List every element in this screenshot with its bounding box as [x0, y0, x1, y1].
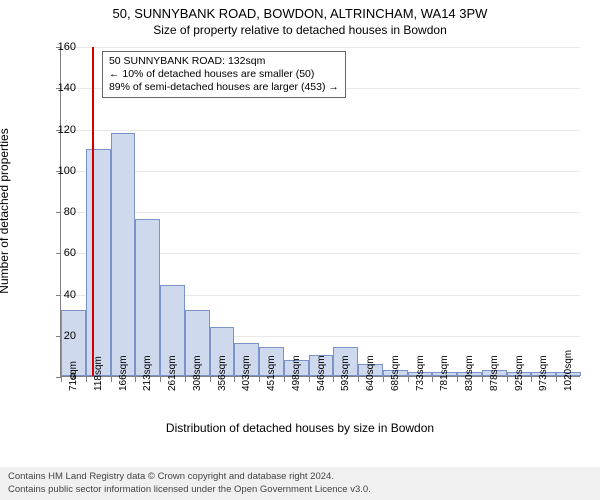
page-subtitle: Size of property relative to detached ho…	[0, 21, 600, 41]
attribution-footer: Contains HM Land Registry data © Crown c…	[0, 467, 600, 500]
x-tick-label: 973sqm	[538, 381, 549, 391]
x-tick-label: 498sqm	[291, 381, 302, 391]
x-tick-label: 685sqm	[390, 381, 401, 391]
x-tick-label: 403sqm	[241, 381, 252, 391]
y-tick-label: 80	[46, 206, 76, 218]
x-tick-label: 781sqm	[439, 381, 450, 391]
y-tick-label: 120	[46, 124, 76, 136]
x-tick-label: 593sqm	[340, 381, 351, 391]
y-tick-label: 40	[46, 289, 76, 301]
x-tick-label: 878sqm	[489, 381, 500, 391]
y-tick-label: 20	[46, 330, 76, 342]
plot-area: 50 SUNNYBANK ROAD: 132sqm ← 10% of detac…	[60, 47, 580, 377]
x-tick-label: 118sqm	[93, 381, 104, 391]
y-axis-label: Number of detached properties	[0, 128, 11, 293]
page-title: 50, SUNNYBANK ROAD, BOWDON, ALTRINCHAM, …	[0, 0, 600, 21]
histogram-chart: Number of detached properties 50 SUNNYBA…	[0, 41, 600, 441]
x-tick-label: 640sqm	[365, 381, 376, 391]
reference-line	[92, 47, 94, 376]
annotation-line-2: ← 10% of detached houses are smaller (50…	[109, 68, 339, 81]
annotation-line-3: 89% of semi-detached houses are larger (…	[109, 81, 339, 94]
x-tick-label: 830sqm	[464, 381, 475, 391]
y-tick-label: 100	[46, 165, 76, 177]
x-tick-label: 166sqm	[118, 381, 129, 391]
footer-line-1: Contains HM Land Registry data © Crown c…	[8, 471, 592, 483]
x-axis-label: Distribution of detached houses by size …	[0, 421, 600, 435]
histogram-bar	[111, 133, 136, 376]
x-tick-label: 213sqm	[142, 381, 153, 391]
annotation-box: 50 SUNNYBANK ROAD: 132sqm ← 10% of detac…	[102, 51, 346, 98]
x-tick-label: 356sqm	[217, 381, 228, 391]
histogram-bar	[86, 149, 111, 376]
x-tick-label: 261sqm	[167, 381, 178, 391]
y-tick-label: 160	[46, 41, 76, 53]
footer-line-2: Contains public sector information licen…	[8, 484, 592, 496]
x-tick-label: 308sqm	[192, 381, 203, 391]
y-tick-label: 140	[46, 82, 76, 94]
x-tick-label: 451sqm	[266, 381, 277, 391]
y-tick-label: 60	[46, 247, 76, 259]
x-tick-label: 546sqm	[316, 381, 327, 391]
x-tick-label: 71sqm	[68, 381, 79, 391]
histogram-bar	[135, 219, 160, 376]
x-tick-label: 733sqm	[415, 381, 426, 391]
annotation-line-1: 50 SUNNYBANK ROAD: 132sqm	[109, 55, 339, 68]
x-tick-label: 1020sqm	[563, 381, 574, 391]
x-tick-label: 925sqm	[514, 381, 525, 391]
